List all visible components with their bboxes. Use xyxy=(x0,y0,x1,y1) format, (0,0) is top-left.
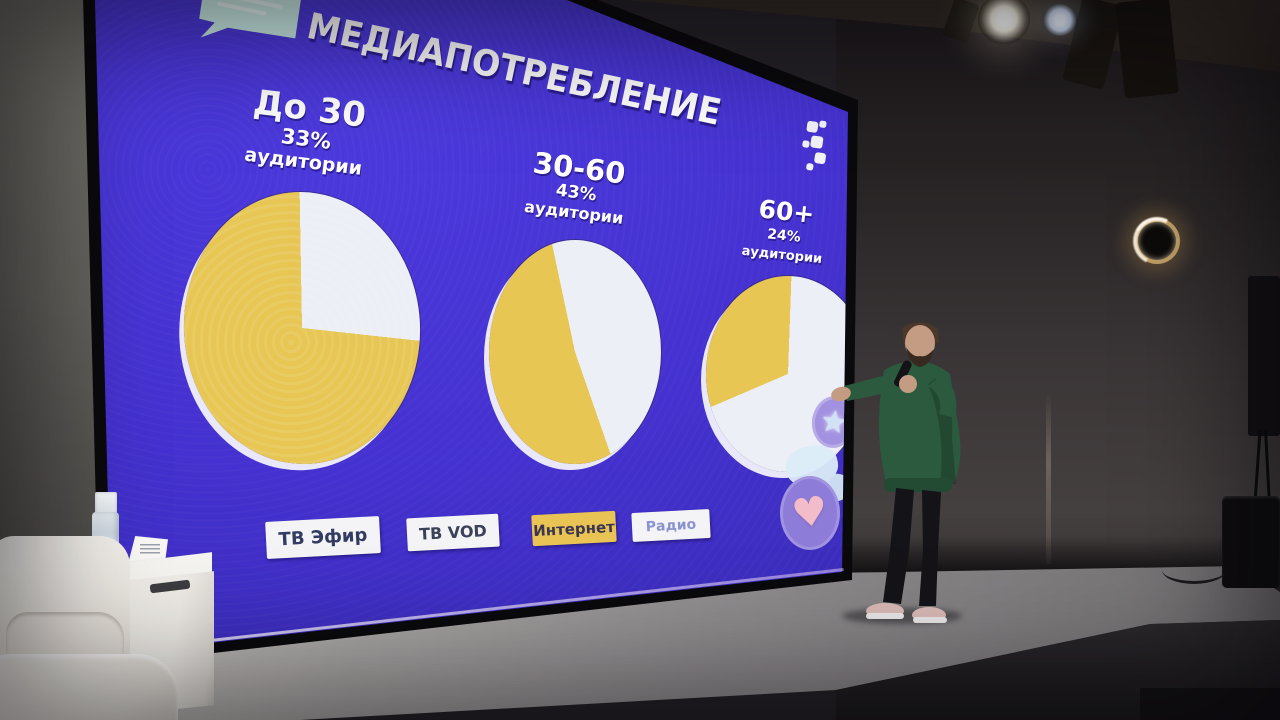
wall-edge-highlight xyxy=(1046,392,1051,564)
spotlight-glow xyxy=(1042,4,1078,36)
legend-item-internet: Интернет xyxy=(531,510,617,547)
presenter-arm xyxy=(844,374,892,401)
stage-light-fixture xyxy=(1115,0,1179,99)
heart-badge-icon: ♥ xyxy=(780,476,840,550)
legend-label: ТВ VOD xyxy=(418,521,488,544)
wall-ring-light xyxy=(1134,218,1180,264)
armchair xyxy=(0,536,178,720)
legend-label: Интернет xyxy=(532,517,616,540)
pixel-logo-icon xyxy=(792,117,839,178)
heart-icon: ♥ xyxy=(789,487,831,539)
legend-item-tv-vod: ТВ VOD xyxy=(406,513,500,552)
legend-item-radio: Радио xyxy=(631,508,711,543)
spotlight-glow xyxy=(978,0,1030,44)
legend-label: Радио xyxy=(645,516,697,535)
floor-shadow xyxy=(1140,688,1280,720)
audience-share: 24% xyxy=(766,226,802,246)
legend-label: ТВ Эфир xyxy=(278,524,368,551)
speaker-amp xyxy=(1222,496,1280,588)
drinking-glass xyxy=(95,492,117,516)
pie-chart-30-60 xyxy=(489,240,661,464)
speaker-panel xyxy=(1248,276,1280,436)
armchair-armrest xyxy=(0,654,178,720)
presenter xyxy=(828,298,978,630)
legend-item-tv-efir: ТВ Эфир xyxy=(265,516,381,559)
speech-bubble-icon xyxy=(183,0,309,69)
floor-cable xyxy=(1162,556,1226,584)
